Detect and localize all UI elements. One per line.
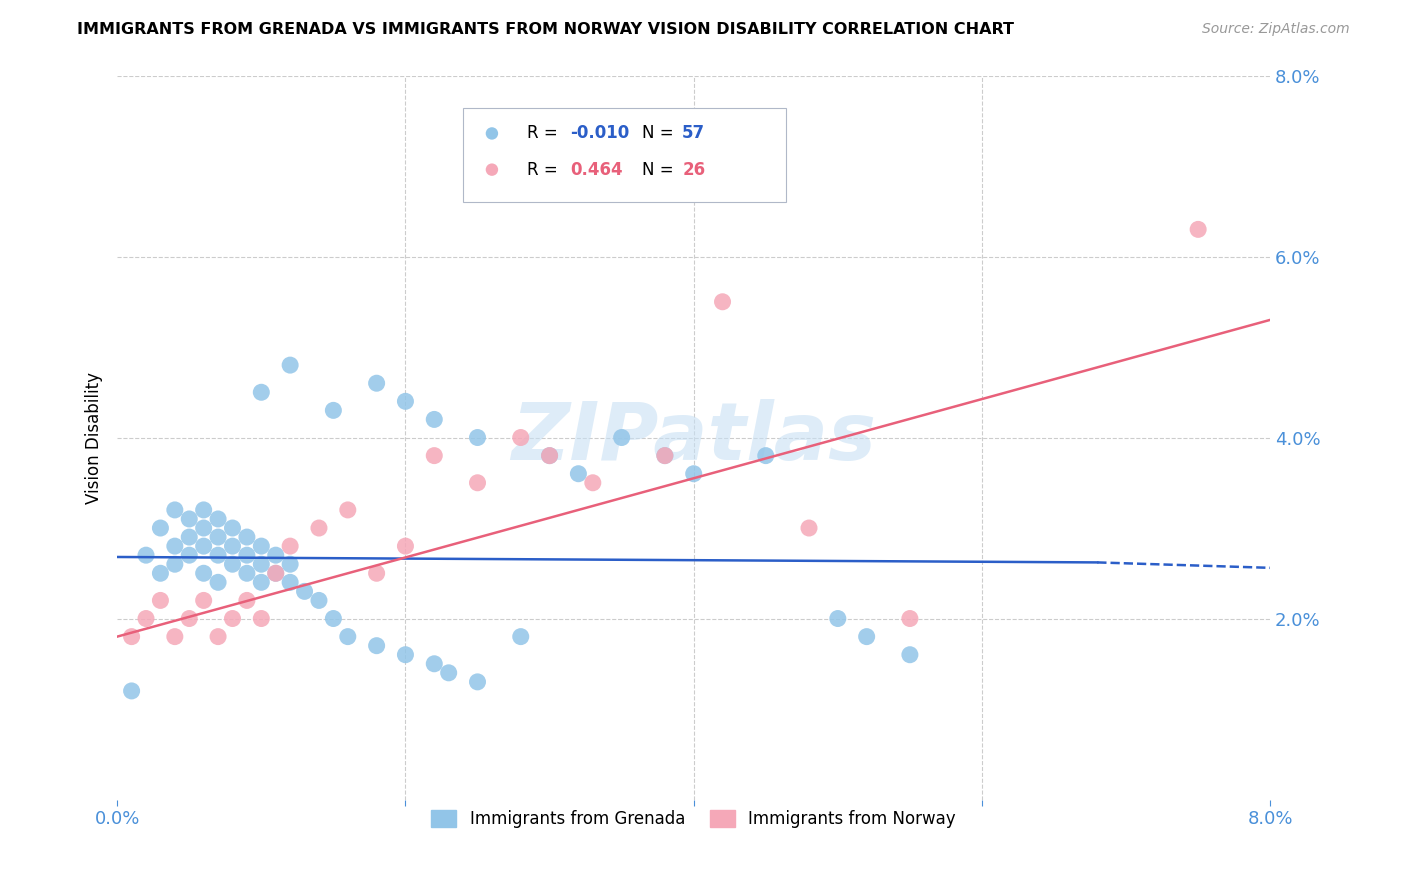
Y-axis label: Vision Disability: Vision Disability <box>86 372 103 503</box>
Point <box>193 593 215 607</box>
Point <box>322 611 344 625</box>
Point <box>437 665 460 680</box>
Text: Source: ZipAtlas.com: Source: ZipAtlas.com <box>1202 22 1350 37</box>
Point <box>467 674 489 689</box>
Point <box>221 611 243 625</box>
Point <box>682 467 704 481</box>
Point <box>797 521 820 535</box>
Point <box>135 548 157 562</box>
Point <box>193 503 215 517</box>
Point <box>278 358 301 372</box>
Point <box>264 566 287 581</box>
Point <box>207 530 229 544</box>
Point <box>467 430 489 444</box>
Text: R =: R = <box>526 125 562 143</box>
Point <box>236 530 259 544</box>
Point <box>366 376 388 391</box>
Point <box>394 648 416 662</box>
Point <box>179 530 201 544</box>
Point <box>827 611 849 625</box>
Point <box>193 539 215 553</box>
Point <box>1187 222 1209 236</box>
Point <box>278 575 301 590</box>
Point <box>755 449 778 463</box>
Point <box>509 630 531 644</box>
Point <box>236 548 259 562</box>
Text: R =: R = <box>526 161 562 178</box>
Point <box>898 648 921 662</box>
Point <box>294 584 316 599</box>
Point <box>711 294 734 309</box>
Point <box>193 566 215 581</box>
Point <box>207 630 229 644</box>
Point <box>207 548 229 562</box>
Point <box>149 521 172 535</box>
Point <box>322 403 344 417</box>
Point <box>121 630 143 644</box>
Point <box>264 566 287 581</box>
Point <box>654 449 676 463</box>
Point <box>308 521 330 535</box>
Text: N =: N = <box>641 125 679 143</box>
Point <box>366 566 388 581</box>
Point <box>855 630 877 644</box>
Text: 0.464: 0.464 <box>571 161 623 178</box>
Text: 57: 57 <box>682 125 706 143</box>
Point <box>336 630 359 644</box>
Point <box>163 558 186 572</box>
Point <box>336 503 359 517</box>
Point <box>236 593 259 607</box>
FancyBboxPatch shape <box>463 108 786 202</box>
Point <box>163 630 186 644</box>
Point <box>654 449 676 463</box>
Point <box>394 394 416 409</box>
Point <box>423 449 446 463</box>
Point <box>582 475 605 490</box>
Point <box>423 657 446 671</box>
Text: N =: N = <box>641 161 679 178</box>
Point <box>538 449 561 463</box>
Point <box>207 575 229 590</box>
Point <box>250 539 273 553</box>
Point <box>308 593 330 607</box>
Point <box>250 558 273 572</box>
Point <box>250 575 273 590</box>
Point <box>121 684 143 698</box>
Text: 26: 26 <box>682 161 706 178</box>
Point <box>207 512 229 526</box>
Point <box>278 539 301 553</box>
Text: IMMIGRANTS FROM GRENADA VS IMMIGRANTS FROM NORWAY VISION DISABILITY CORRELATION : IMMIGRANTS FROM GRENADA VS IMMIGRANTS FR… <box>77 22 1014 37</box>
Text: ZIPatlas: ZIPatlas <box>512 399 876 476</box>
Point <box>423 412 446 426</box>
Point <box>179 611 201 625</box>
Point <box>149 593 172 607</box>
Point <box>898 611 921 625</box>
Point <box>278 558 301 572</box>
Point <box>179 548 201 562</box>
Point <box>394 539 416 553</box>
Point <box>221 539 243 553</box>
Point <box>221 558 243 572</box>
Point <box>135 611 157 625</box>
Point <box>221 521 243 535</box>
Legend: Immigrants from Grenada, Immigrants from Norway: Immigrants from Grenada, Immigrants from… <box>425 803 963 835</box>
Point <box>149 566 172 581</box>
Point <box>467 475 489 490</box>
Point <box>163 503 186 517</box>
Point <box>250 385 273 400</box>
Point <box>193 521 215 535</box>
Point <box>179 512 201 526</box>
Text: -0.010: -0.010 <box>571 125 630 143</box>
Point <box>366 639 388 653</box>
Point <box>509 430 531 444</box>
Point <box>163 539 186 553</box>
Point <box>236 566 259 581</box>
Point <box>610 430 633 444</box>
Point <box>567 467 589 481</box>
Point <box>264 548 287 562</box>
Point <box>538 449 561 463</box>
Point <box>250 611 273 625</box>
